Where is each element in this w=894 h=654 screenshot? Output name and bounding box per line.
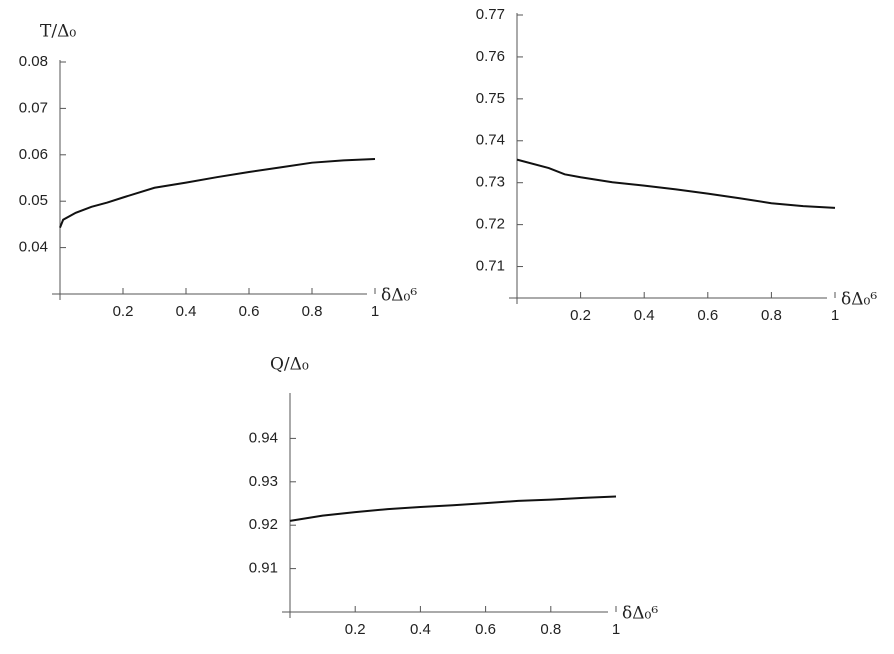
x-tick-label: 0.6 [239, 303, 260, 320]
data-line [289, 495, 617, 522]
y-tick-label: 0.05 [19, 192, 48, 209]
x-tick-label: 1 [831, 307, 839, 324]
y-tick-label: 0.71 [476, 258, 505, 275]
y-tick-label: 0.07 [19, 99, 48, 116]
x-axis-label: δΔ₀⁶ [381, 286, 417, 306]
y-tick-label: 0.94 [249, 429, 278, 446]
y-tick-label: 0.76 [476, 48, 505, 65]
y-tick-label: 0.73 [476, 174, 505, 191]
x-axis-label: δΔ₀⁶ [622, 604, 658, 624]
x-tick-label: 0.2 [345, 621, 366, 638]
y-axis-label: T/Δ₀ [40, 22, 76, 42]
data-line [59, 157, 376, 229]
x-tick-label: 1 [612, 621, 620, 638]
x-tick-label: 0.8 [302, 303, 323, 320]
x-axis-label: δΔ₀⁶ [841, 290, 877, 310]
x-tick-label: 0.8 [761, 307, 782, 324]
y-tick-label: 0.74 [476, 132, 505, 149]
y-tick-label: 0.72 [476, 216, 505, 233]
y-tick-label: 0.93 [249, 473, 278, 490]
y-tick-label: 0.91 [249, 560, 278, 577]
y-tick-label: 0.04 [19, 239, 48, 256]
y-tick-label: 0.75 [476, 90, 505, 107]
y-tick-label: 0.06 [19, 146, 48, 163]
x-tick-label: 0.4 [634, 307, 655, 324]
x-tick-label: 0.2 [570, 307, 591, 324]
data-line [516, 158, 836, 209]
x-tick-label: 0.2 [113, 303, 134, 320]
x-tick-label: 0.4 [410, 621, 431, 638]
y-tick-label: 0.92 [249, 516, 278, 533]
y-tick-label: 0.08 [19, 53, 48, 70]
x-tick-label: 0.6 [475, 621, 496, 638]
x-tick-label: 1 [371, 303, 379, 320]
x-tick-label: 0.4 [176, 303, 197, 320]
y-tick-label: 0.77 [476, 6, 505, 23]
x-tick-label: 0.6 [697, 307, 718, 324]
y-axis-label: Q/Δ₀ [270, 355, 309, 375]
x-tick-label: 0.8 [540, 621, 561, 638]
